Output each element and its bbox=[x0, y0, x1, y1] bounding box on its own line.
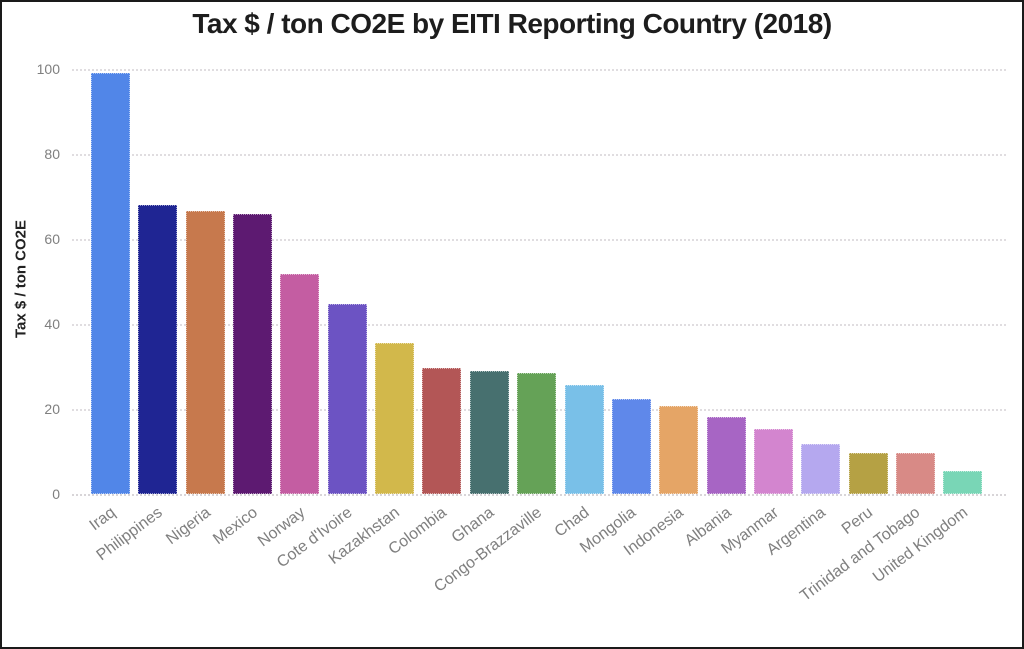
bar-myanmar bbox=[753, 428, 793, 494]
bar-indonesia bbox=[659, 406, 699, 494]
bar-norway bbox=[280, 273, 320, 494]
bar-cote-d-ivoire bbox=[327, 303, 367, 494]
x-tick-label-peru: Peru bbox=[839, 504, 877, 538]
bar-nigeria bbox=[185, 211, 225, 494]
bar-united-kingdom bbox=[943, 471, 983, 494]
x-tick-label-iraq: Iraq bbox=[86, 504, 119, 535]
bar-iraq bbox=[91, 73, 130, 494]
bar-mexico bbox=[233, 214, 273, 494]
y-tick-label-100: 100 bbox=[36, 61, 60, 77]
bar-kazakhstan bbox=[375, 343, 415, 494]
x-tick-label-mexico: Mexico bbox=[210, 504, 261, 549]
gridline-y-0 bbox=[72, 494, 1006, 496]
bar-argentina bbox=[801, 444, 841, 494]
bar-peru bbox=[848, 452, 888, 494]
bar-philippines bbox=[138, 205, 178, 494]
y-tick-label-60: 60 bbox=[44, 231, 60, 247]
bar-colombia bbox=[422, 368, 462, 494]
bar-congo-brazzaville bbox=[517, 373, 557, 494]
y-tick-label-0: 0 bbox=[52, 486, 60, 502]
y-tick-label-40: 40 bbox=[44, 316, 60, 332]
gridline-y-80 bbox=[72, 154, 1006, 156]
bar-trinidad-and-tobago bbox=[895, 453, 935, 494]
gridline-y-40 bbox=[72, 324, 1006, 326]
y-tick-label-20: 20 bbox=[44, 401, 60, 417]
y-tick-label-80: 80 bbox=[44, 146, 60, 162]
chart-title: Tax $ / ton CO2E by EITI Reporting Count… bbox=[192, 8, 832, 39]
bar-mongolia bbox=[611, 399, 651, 494]
gridline-y-100 bbox=[72, 69, 1006, 71]
gridline-y-60 bbox=[72, 239, 1006, 241]
x-tick-label-nigeria: Nigeria bbox=[162, 504, 214, 549]
bar-albania bbox=[706, 417, 746, 494]
bar-chad bbox=[564, 385, 604, 494]
bar-ghana bbox=[469, 371, 509, 494]
